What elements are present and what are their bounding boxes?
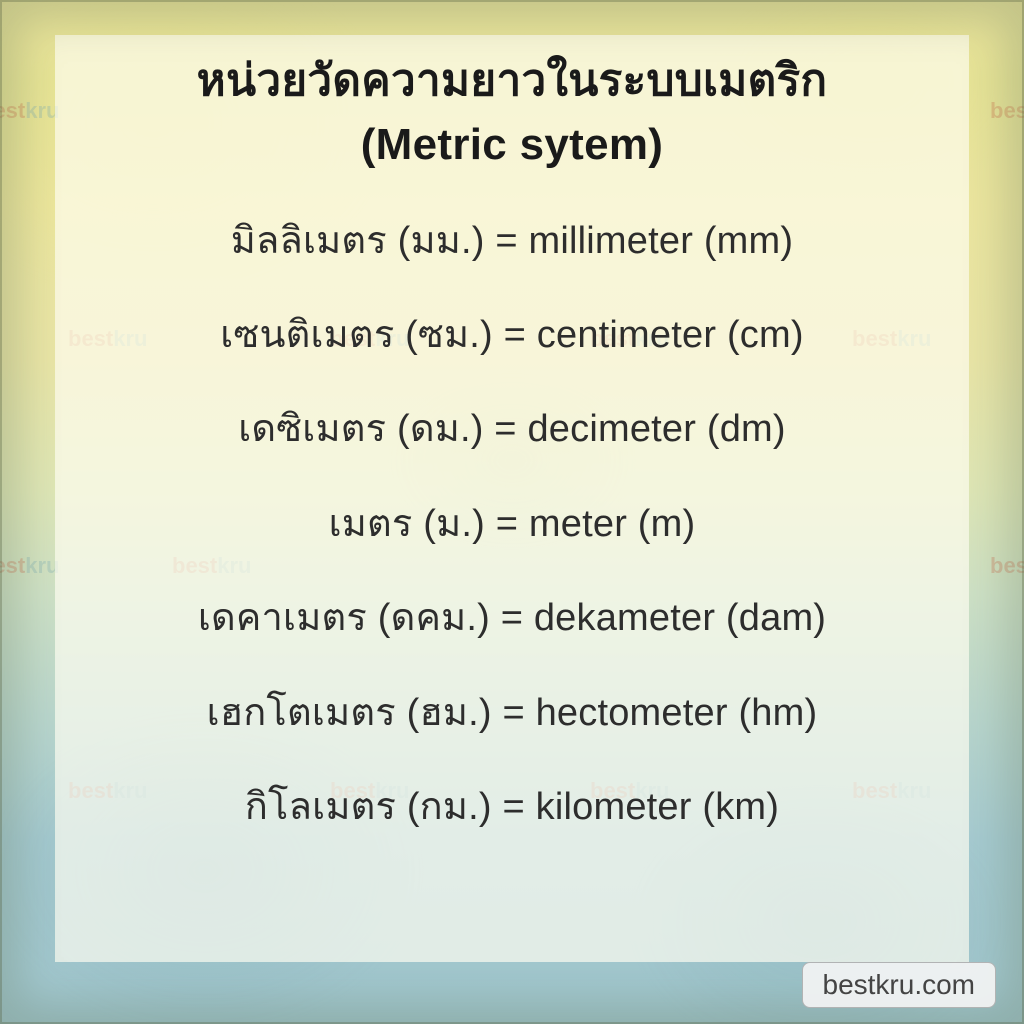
title-line-2: (Metric sytem) (361, 120, 664, 169)
page-title: หน่วยวัดความยาวในระบบเมตริก (Metric syte… (197, 49, 828, 177)
watermark-text: bestkru (0, 553, 60, 579)
attribution-badge: bestkru.com (802, 962, 997, 1008)
watermark-text: bestkru (0, 98, 60, 124)
watermark-text: bestkru (990, 553, 1024, 579)
title-line-1: หน่วยวัดความยาวในระบบเมตริก (197, 56, 828, 105)
unit-row: เฮกโตเมตร (ฮม.) = hectometer (hm) (207, 689, 818, 738)
unit-row: เซนติเมตร (ซม.) = centimeter (cm) (220, 311, 803, 360)
unit-row: มิลลิเมตร (มม.) = millimeter (mm) (231, 217, 794, 266)
content-card: หน่วยวัดความยาวในระบบเมตริก (Metric syte… (55, 35, 969, 962)
watermark-text: bestkru (990, 98, 1024, 124)
unit-row: เดคาเมตร (ดคม.) = dekameter (dam) (198, 594, 826, 643)
unit-row: เดซิเมตร (ดม.) = decimeter (dm) (238, 405, 786, 454)
unit-row: เมตร (ม.) = meter (m) (329, 500, 696, 549)
unit-row: กิโลเมตร (กม.) = kilometer (km) (245, 783, 779, 832)
